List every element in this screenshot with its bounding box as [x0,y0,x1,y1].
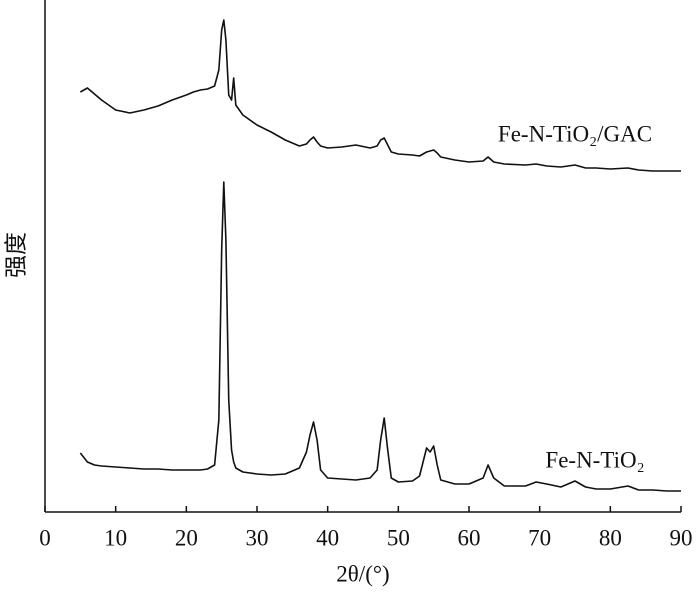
x-tick-label: 80 [599,525,622,550]
x-tick-label: 40 [316,525,339,550]
x-tick-label: 60 [458,525,481,550]
y-axis-label: 强度 [3,232,28,278]
x-tick-label: 0 [39,525,51,550]
series-label: Fe-N-TiO₂/GAC [498,121,652,146]
series-line [79,19,681,172]
x-tick-label: 30 [246,525,269,550]
x-tick-label: 70 [528,525,551,550]
x-tick-label: 90 [670,525,693,550]
x-tick-label: 20 [175,525,198,550]
x-tick-label: 10 [104,525,127,550]
x-axis-label: 2θ/(°) [336,561,389,586]
x-tick-label: 50 [387,525,410,550]
series-label: Fe-N-TiO₂ [545,447,644,472]
series-line [79,181,681,492]
